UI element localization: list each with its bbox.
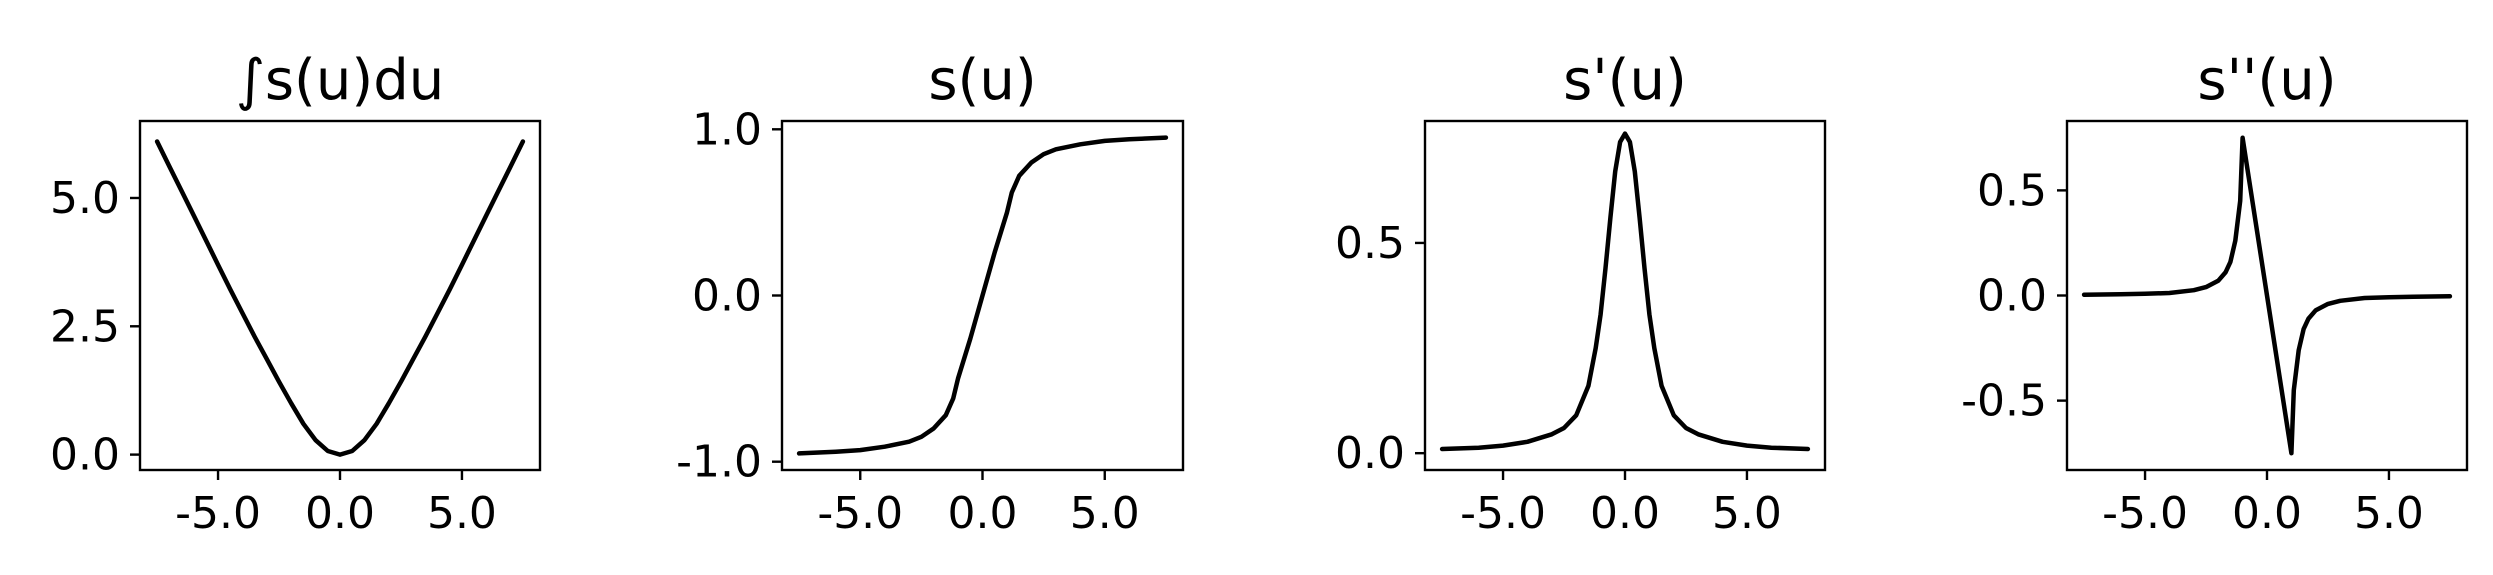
y-tick-label: 0.5 — [1977, 165, 2047, 216]
y-tick-label: 2.5 — [50, 301, 120, 352]
subplot-2: s(u) -5.0 0.0 5.0 -1.0 0.0 1.0 — [676, 48, 1185, 539]
x-tick-label: 0.0 — [305, 488, 375, 539]
y-tick-label: 0.0 — [50, 430, 120, 481]
x-tick-label: 5.0 — [2354, 488, 2424, 539]
y-tick-label: -1.0 — [676, 437, 762, 488]
x-tick-label: 0.0 — [2232, 488, 2302, 539]
subplot-title: ∫s(u)du — [236, 48, 445, 113]
x-tick-label: 5.0 — [1712, 488, 1782, 539]
y-tick-label: 1.0 — [692, 104, 762, 155]
series-line — [796, 135, 1169, 456]
y-tick-label: -0.5 — [1961, 376, 2047, 427]
subplot-title: s''(u) — [2197, 48, 2336, 113]
y-tick-label: 0.0 — [692, 271, 762, 322]
x-tick-label: 0.0 — [948, 488, 1018, 539]
subplot-3: s'(u) -5.0 0.0 5.0 0.0 0.5 — [1335, 48, 1827, 539]
x-tick-label: -5.0 — [175, 488, 261, 539]
x-tick-label: 5.0 — [1070, 488, 1140, 539]
series-line — [1439, 131, 1811, 452]
y-tick-label: 0.0 — [1335, 428, 1405, 479]
x-tick-label: -5.0 — [1460, 488, 1546, 539]
x-tick-label: -5.0 — [817, 488, 903, 539]
subplot-4: s''(u) -5.0 0.0 5.0 -0.5 0.0 0.5 — [1961, 48, 2469, 539]
axes-frame — [1423, 119, 1827, 472]
subplot-title: s(u) — [928, 48, 1036, 113]
series-line — [2081, 135, 2453, 456]
y-tick-label: 0.0 — [1977, 271, 2047, 322]
series-line — [154, 139, 526, 457]
y-tick-label: 0.5 — [1335, 218, 1405, 269]
x-tick-label: 5.0 — [427, 488, 497, 539]
y-tick-label: 5.0 — [50, 173, 120, 224]
subplot-title: s'(u) — [1563, 48, 1687, 113]
x-tick-label: -5.0 — [2102, 488, 2188, 539]
x-tick-label: 0.0 — [1590, 488, 1660, 539]
subplot-1: ∫s(u)du -5.0 0.0 5.0 0.0 2.5 5.0 — [50, 48, 542, 539]
axes-frame — [138, 119, 542, 472]
